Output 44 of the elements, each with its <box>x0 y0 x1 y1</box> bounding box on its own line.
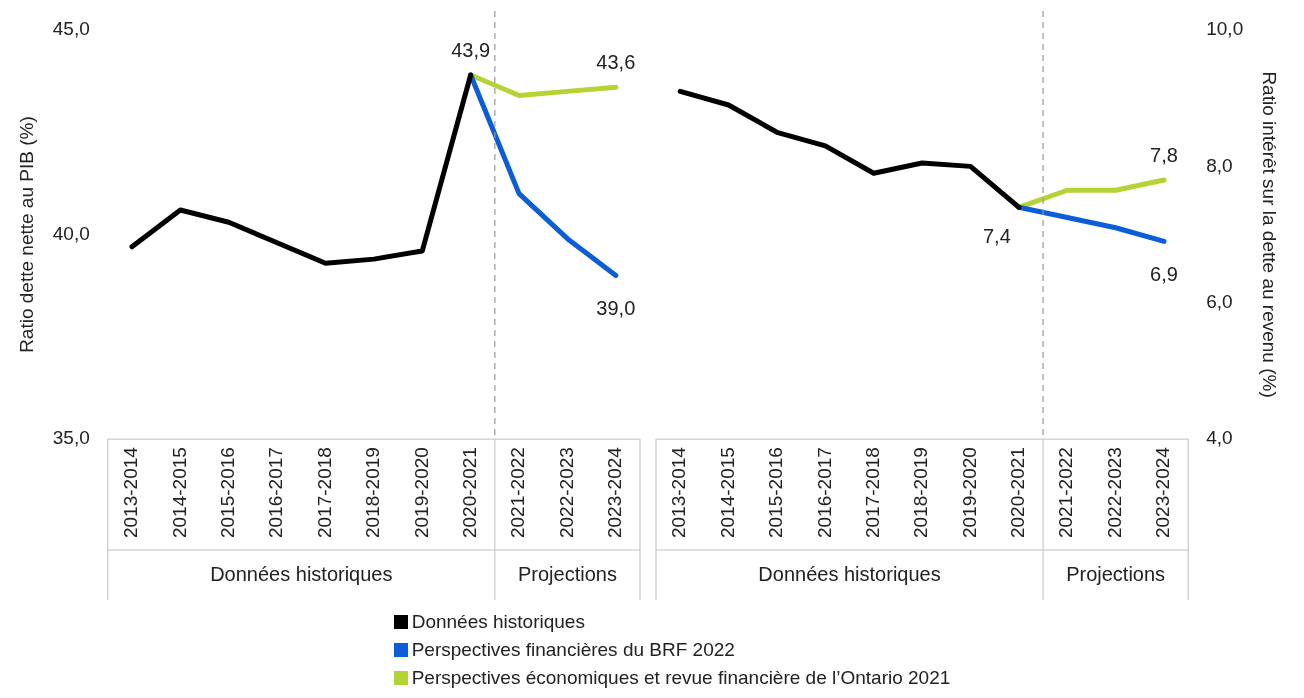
data-label: 7,4 <box>982 224 1011 247</box>
x-tick-label: 2020-2021 <box>458 447 480 539</box>
legend-label: Données historiques <box>411 610 585 634</box>
y2-tick-label: 10,0 <box>1206 18 1244 40</box>
data-label: 43,9 <box>451 38 491 61</box>
x-tick-label: 2013-2014 <box>120 446 142 539</box>
x-tick-label: 2022-2023 <box>555 447 577 539</box>
data-label: 39,0 <box>596 297 636 319</box>
x-tick-label: 2021-2022 <box>1055 447 1077 539</box>
x-tick-label: 2015-2016 <box>216 447 238 539</box>
y-tick-label: 35,0 <box>52 427 90 449</box>
x-tick-label: 2014-2015 <box>168 447 190 539</box>
legend-label: Perspectives financières du BRF 2022 <box>411 638 735 662</box>
x-tick-label: 2019-2020 <box>410 447 432 539</box>
y2-tick-label: 4,0 <box>1206 427 1233 449</box>
data-label: 6,9 <box>1150 262 1178 285</box>
x-tick-label: 2016-2017 <box>813 447 835 539</box>
text: Données historiques <box>758 562 941 585</box>
y2-axis-title: Ratio intérêt sur la dette au revenu (%) <box>1259 71 1281 398</box>
data-label: 7,8 <box>1150 143 1178 166</box>
y-axis-title: Ratio dette nette au PIB (%) <box>15 116 37 353</box>
data-label: 43,6 <box>596 50 636 73</box>
text: Données historiques <box>210 562 393 585</box>
x-tick-label: 2017-2018 <box>313 447 335 539</box>
x-tick-label: 2023-2024 <box>1152 446 1174 539</box>
text: Projections <box>517 562 617 585</box>
x-tick-label: 2020-2021 <box>1007 447 1029 539</box>
x-tick-label: 2013-2014 <box>668 446 690 539</box>
y2-tick-label: 8,0 <box>1206 154 1233 176</box>
x-tick-label: 2021-2022 <box>507 447 529 539</box>
x-tick-label: 2014-2015 <box>716 447 738 539</box>
x-tick-label: 2019-2020 <box>958 447 980 539</box>
x-tick-label: 2015-2016 <box>765 447 787 539</box>
y-tick-label: 40,0 <box>52 222 90 244</box>
x-tick-label: 2023-2024 <box>604 446 626 539</box>
x-tick-label: 2017-2018 <box>861 447 883 539</box>
x-tick-label: 2016-2017 <box>265 447 287 539</box>
x-tick-label: 2018-2019 <box>910 447 932 539</box>
x-tick-label: 2018-2019 <box>362 447 384 539</box>
x-tick-label: 2022-2023 <box>1103 447 1125 539</box>
legend-label: Perspectives économiques et revue financière de l’Ontario 2021 <box>411 666 951 690</box>
y2-tick-label: 6,0 <box>1206 290 1233 312</box>
y-tick-label: 45,0 <box>52 18 90 40</box>
text: Projections <box>1066 562 1166 585</box>
